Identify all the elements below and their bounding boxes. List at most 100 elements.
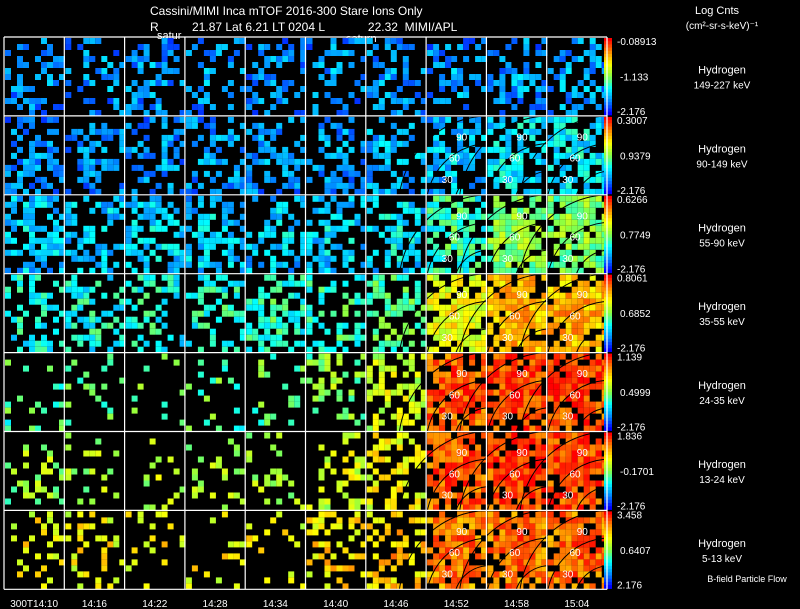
color-scale-segment <box>604 493 612 498</box>
heat-pixel <box>427 571 434 578</box>
heat-pixel <box>378 377 385 384</box>
heat-pixel <box>306 280 313 287</box>
heat-pixel <box>523 365 530 372</box>
color-scale-segment <box>604 123 612 128</box>
heat-pixel <box>11 219 17 226</box>
heat-pixel <box>95 188 102 195</box>
heat-pixel <box>29 511 35 518</box>
heat-pixel <box>167 188 174 195</box>
heat-pixel <box>23 365 29 372</box>
heat-pixel <box>559 571 566 578</box>
heat-pixel <box>589 255 596 262</box>
heat-pixel <box>565 267 572 274</box>
heat-pixel <box>41 583 47 590</box>
heat-pixel <box>523 304 530 311</box>
heat-pixel <box>288 213 295 220</box>
heat-pixel <box>300 134 307 141</box>
heat-pixel <box>161 122 168 129</box>
heat-pixel <box>571 553 578 560</box>
heat-pixel <box>535 401 542 408</box>
heat-pixel <box>360 298 367 305</box>
heat-pixel <box>595 231 602 238</box>
heat-pixel <box>233 450 240 457</box>
heat-pixel <box>59 559 65 566</box>
heat-pixel <box>11 486 17 493</box>
heat-pixel <box>252 474 259 481</box>
heat-pixel <box>595 517 602 524</box>
heat-pixel <box>589 98 596 104</box>
heat-pixel <box>499 529 506 536</box>
heat-pixel <box>493 456 500 463</box>
heat-pixel <box>396 444 403 451</box>
heat-pixel <box>571 188 578 195</box>
heat-pixel <box>137 104 144 110</box>
heat-pixel <box>589 565 596 572</box>
heat-pixel <box>161 110 168 116</box>
heat-pixel <box>457 353 464 360</box>
heat-pixel <box>463 158 470 165</box>
heat-pixel <box>571 359 578 366</box>
heat-pixel <box>439 50 446 56</box>
heat-pixel <box>101 134 108 141</box>
heat-pixel <box>276 474 283 481</box>
heat-pixel <box>535 541 542 548</box>
heat-pixel <box>408 553 415 560</box>
heat-pixel <box>221 158 228 165</box>
heat-pixel <box>571 353 578 360</box>
heat-pixel <box>149 62 156 68</box>
heat-pixel <box>463 498 470 505</box>
heat-pixel <box>517 74 524 80</box>
heat-pixel <box>445 480 452 487</box>
heat-pixel <box>101 128 108 135</box>
heat-pixel <box>47 304 53 311</box>
heat-pixel <box>336 395 343 402</box>
heat-pixel <box>408 304 415 311</box>
heat-pixel <box>360 261 367 268</box>
heat-pixel <box>469 116 476 123</box>
heat-pixel <box>366 462 373 469</box>
heat-pixel <box>469 371 476 378</box>
heat-pixel <box>553 213 560 220</box>
heat-pixel <box>396 511 403 518</box>
heat-pixel <box>270 316 277 323</box>
heat-pixel <box>517 517 524 524</box>
heat-pixel <box>457 225 464 232</box>
heat-pixel <box>270 298 277 305</box>
heat-pixel <box>402 274 409 281</box>
heat-pixel <box>113 292 120 299</box>
heat-pixel <box>227 104 234 110</box>
heat-pixel <box>221 504 228 511</box>
heat-pixel <box>493 243 500 250</box>
heat-pixel <box>402 231 409 238</box>
heat-pixel <box>366 389 373 396</box>
heat-pixel <box>107 62 114 68</box>
heat-pixel <box>433 322 440 329</box>
heat-pixel <box>342 110 349 116</box>
heat-pixel <box>221 304 228 311</box>
heat-pixel <box>523 267 530 274</box>
heat-pixel <box>414 261 421 268</box>
heat-pixel <box>559 86 566 92</box>
heat-pixel <box>402 207 409 214</box>
heat-pixel <box>83 322 90 329</box>
heat-pixel <box>227 176 234 183</box>
heat-pixel <box>414 444 421 451</box>
heat-pixel <box>239 425 246 432</box>
heat-pixel <box>595 353 602 360</box>
heat-pixel <box>227 243 234 250</box>
heat-pixel <box>336 182 343 189</box>
heat-pixel <box>505 498 512 505</box>
heat-pixel <box>29 219 35 226</box>
heat-pixel <box>445 474 452 481</box>
heat-pixel <box>390 438 397 445</box>
heat-pixel <box>457 134 464 141</box>
heat-pixel <box>264 170 271 177</box>
heat-pixel <box>227 56 234 62</box>
heat-pixel <box>270 413 277 420</box>
heat-pixel <box>469 511 476 518</box>
heat-pixel <box>89 170 96 177</box>
heat-pixel <box>29 261 35 268</box>
heat-pixel <box>589 407 596 414</box>
heat-pixel <box>324 267 331 274</box>
heat-pixel <box>433 213 440 220</box>
